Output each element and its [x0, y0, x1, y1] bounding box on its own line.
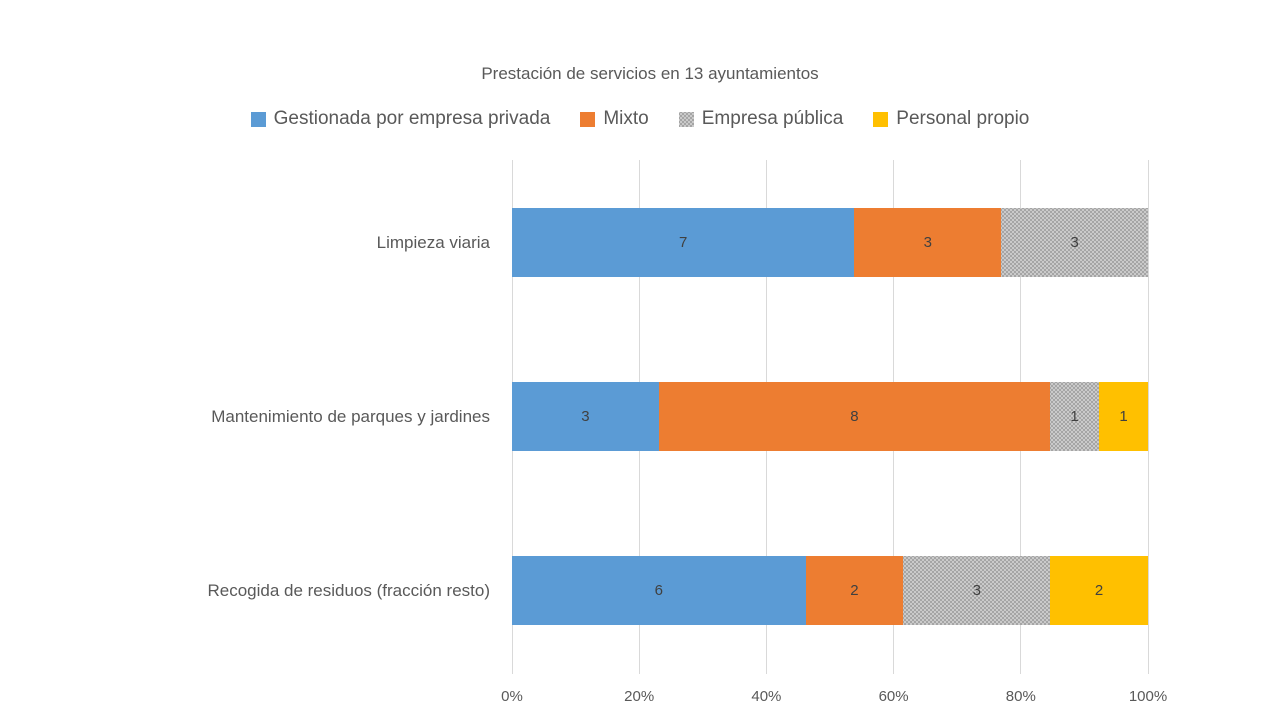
- legend-swatch: [873, 111, 889, 127]
- legend-swatch: [580, 111, 596, 127]
- bar-segment: 3: [854, 208, 1002, 277]
- data-label: 1: [1119, 408, 1128, 425]
- legend-item: Empresa pública: [678, 108, 844, 130]
- bar-segment: 8: [658, 382, 1051, 451]
- gridline: [1147, 160, 1149, 674]
- legend-swatch: [678, 111, 694, 127]
- bar-segment: 2: [805, 556, 904, 625]
- legend-label: Empresa pública: [701, 108, 844, 129]
- bar-segment: 1: [1050, 382, 1100, 451]
- legend-item: Gestionada por empresa privada: [250, 108, 551, 130]
- bar-row: 3 8 1 1: [512, 382, 1148, 451]
- data-label: 6: [654, 582, 663, 599]
- data-label: 3: [581, 408, 590, 425]
- bar-segment: 6: [512, 556, 806, 625]
- x-axis-tick-label: 80%: [1005, 688, 1036, 705]
- category-label: Mantenimiento de parques y jardines: [211, 406, 490, 426]
- data-label: 3: [923, 234, 932, 251]
- legend-label: Gestionada por empresa privada: [273, 108, 551, 129]
- x-axis-tick-label: 60%: [878, 688, 909, 705]
- data-label: 2: [850, 582, 859, 599]
- data-label: 1: [1070, 408, 1079, 425]
- category-label: Limpieza viaria: [376, 232, 490, 252]
- data-label: 3: [972, 582, 981, 599]
- chart-title: Prestación de servicios en 13 ayuntamien…: [481, 64, 819, 83]
- plot-area: 7 3 3 3 8 1 1 6 2 3 2: [511, 160, 1149, 674]
- bar-segment: 3: [903, 556, 1051, 625]
- chart-legend: Gestionada por empresa privada Mixto Empre…: [20, 105, 1260, 133]
- bar-row: 6 2 3 2: [512, 556, 1148, 625]
- data-label: 3: [1070, 234, 1079, 251]
- x-axis-tick-label: 0%: [501, 688, 523, 705]
- bar-segment: 7: [512, 208, 855, 277]
- x-axis-tick-label: 20%: [624, 688, 655, 705]
- x-axis-tick-label: 40%: [751, 688, 782, 705]
- legend-item: Personal propio: [873, 108, 1029, 130]
- data-label: 8: [850, 408, 859, 425]
- bar-row: 7 3 3: [512, 208, 1148, 277]
- bar-segment: 2: [1050, 556, 1148, 625]
- bar-segment: 1: [1099, 382, 1148, 451]
- category-label: Recogida de residuos (fracción resto): [207, 580, 490, 600]
- data-label: 2: [1094, 582, 1104, 599]
- legend-item: Mixto: [580, 108, 649, 130]
- legend-swatch: [250, 111, 266, 127]
- bar-segment: 3: [512, 382, 659, 451]
- bar-segment: 3: [1001, 208, 1148, 277]
- legend-label: Mixto: [603, 108, 649, 129]
- x-axis-tick-label: 100%: [1128, 688, 1168, 705]
- legend-label: Personal propio: [896, 108, 1030, 129]
- data-label: 7: [679, 234, 688, 251]
